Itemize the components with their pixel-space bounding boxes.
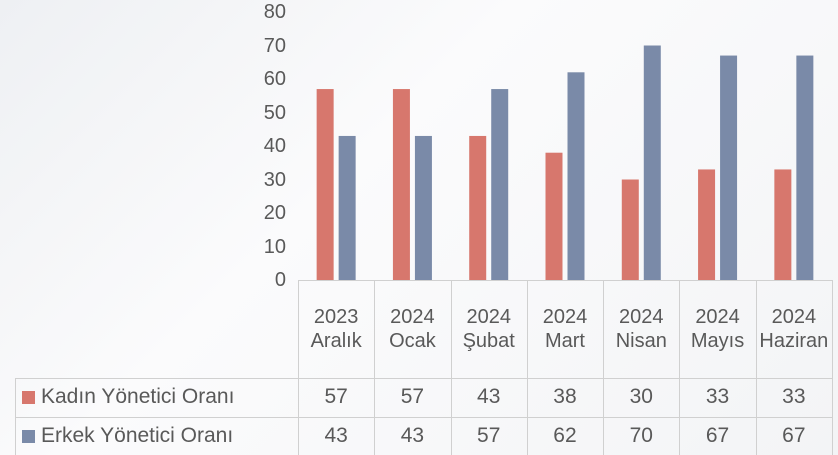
table-value: 43 <box>400 423 425 447</box>
bar <box>392 89 410 280</box>
table-value: 57 <box>477 423 501 447</box>
bar <box>774 169 792 280</box>
legend-swatch <box>22 391 35 404</box>
y-tick-label: 70 <box>263 34 286 57</box>
table-border <box>15 416 832 418</box>
table-value: 57 <box>400 385 425 408</box>
category-label: 2024 Mayıs <box>690 306 745 352</box>
category-label: 2024 Şubat <box>462 306 515 352</box>
legend-swatch <box>22 429 35 443</box>
bar <box>316 89 334 280</box>
bar <box>796 55 814 280</box>
table-border <box>374 280 376 455</box>
bar <box>698 169 716 280</box>
category-label: 2024 Ocak <box>389 306 436 352</box>
table-border <box>679 280 681 455</box>
table-value: 67 <box>705 423 730 447</box>
table-value: 67 <box>782 423 806 447</box>
y-tick-label: 60 <box>263 68 286 90</box>
category-label: 2024 Mart <box>542 306 588 352</box>
axis-line <box>298 280 832 281</box>
category-label: 2024 Nisan <box>615 306 667 352</box>
legend-item: Erkek Yönetici Oranı <box>22 417 233 455</box>
y-tick-label: 30 <box>263 168 286 191</box>
legend-label: Kadın Yönetici Oranı <box>41 385 235 408</box>
y-tick-label: 0 <box>274 269 286 291</box>
table-border <box>526 280 528 455</box>
y-tick-label: 80 <box>263 1 286 23</box>
category-label: 2023 Aralık <box>310 306 362 352</box>
y-tick-label: 10 <box>263 235 286 258</box>
table-border <box>450 280 452 455</box>
table-value: 33 <box>705 385 730 408</box>
y-tick-label: 50 <box>263 101 286 124</box>
table-border <box>603 280 605 455</box>
table-value: 57 <box>324 385 348 408</box>
bar <box>720 55 738 280</box>
legend-item: Kadın Yönetici Oranı <box>22 378 234 416</box>
table-value: 43 <box>324 423 348 447</box>
table-value: 33 <box>782 385 806 408</box>
bar <box>414 135 432 280</box>
table-border <box>832 280 833 455</box>
bar <box>567 72 585 280</box>
table-border <box>755 280 757 455</box>
legend-label: Erkek Yönetici Oranı <box>41 423 234 447</box>
category-label: 2024 Haziran <box>759 306 829 352</box>
bar <box>621 179 639 280</box>
table-border <box>298 280 299 455</box>
bar <box>491 89 509 280</box>
y-tick-label: 20 <box>263 202 286 224</box>
table-value: 62 <box>553 423 577 447</box>
table-value: 70 <box>629 423 653 447</box>
bar <box>545 152 563 280</box>
bar <box>469 135 487 280</box>
table-border <box>15 378 832 379</box>
table-value: 38 <box>553 385 577 408</box>
bar <box>643 45 661 280</box>
table-value: 43 <box>477 385 501 408</box>
y-tick-label: 40 <box>263 135 286 157</box>
table-value: 30 <box>629 385 653 408</box>
bar <box>338 135 356 280</box>
